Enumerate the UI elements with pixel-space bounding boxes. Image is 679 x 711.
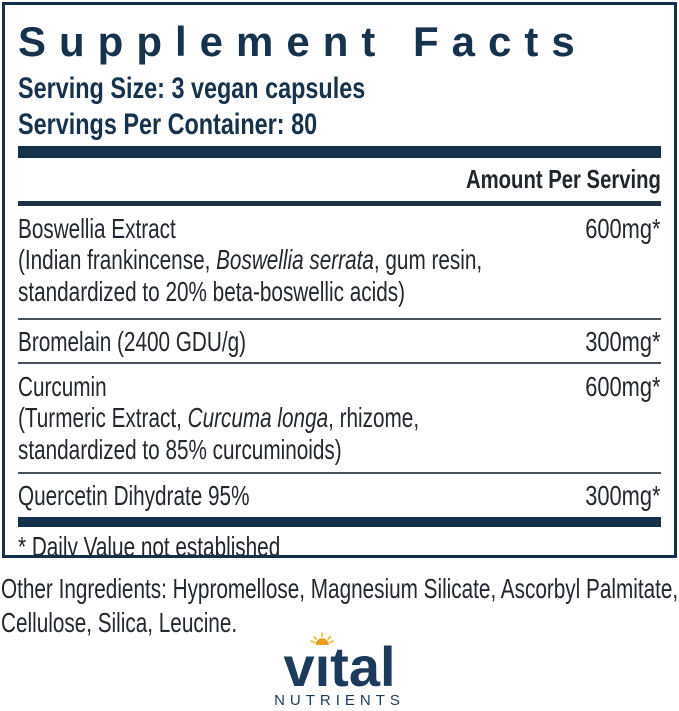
other-ingredients-text: Cellulose, Silica, Leucine. (1, 607, 238, 638)
wordmark-stem: ı (314, 635, 331, 698)
other-ingredients-line: Other Ingredients: Hypromellose, Magnesi… (1, 572, 679, 606)
detail-text-latin-name: Curcuma longa (187, 402, 329, 433)
wordmark-letter-v: v (283, 635, 315, 698)
panel-title: Supplement Facts (18, 18, 588, 65)
ingredient-amount: 300mg* (585, 326, 661, 357)
wordmark-letters-tal: tal (330, 635, 396, 698)
ingredient-name: Bromelain (2400 GDU/g) (18, 326, 247, 357)
ingredient-row-quercetin: Quercetin Dihydrate 95% 300mg* (18, 474, 661, 517)
ingredient-main-line: Boswellia Extract 600mg* (18, 214, 661, 244)
thick-rule-bottom (18, 517, 661, 527)
ingredient-detail-line: standardized to 20% beta-boswellic acids… (18, 276, 661, 308)
detail-text-normal: (Indian frankincense, (18, 244, 217, 275)
amount-per-serving-header: Amount Per Serving (466, 164, 661, 194)
serving-size-text: Serving Size: 3 vegan capsules (18, 72, 366, 105)
supplement-facts-panel: Supplement Facts Serving Size: 3 vegan c… (2, 2, 677, 558)
amount-header-row: Amount Per Serving (18, 164, 661, 194)
detail-text-normal: , gum resin, (373, 244, 483, 275)
ingredient-row-curcumin: Curcumin 600mg* (Turmeric Extract, Curcu… (18, 364, 661, 472)
header-rule (18, 201, 661, 206)
ingredient-detail-line: standardized to 85% curcuminoids) (18, 434, 661, 466)
ingredient-detail-text: (Turmeric Extract, Curcuma longa, rhizom… (18, 402, 419, 434)
ingredient-amount: 600mg* (585, 213, 661, 244)
brand-subtext: NUTRIENTS (274, 692, 405, 709)
other-ingredients: Other Ingredients: Hypromellose, Magnesi… (1, 572, 679, 640)
detail-text-normal: (Turmeric Extract, (18, 402, 188, 433)
ingredient-amount: 300mg* (585, 480, 661, 511)
serving-info: Serving Size: 3 vegan capsules Servings … (18, 71, 661, 143)
wordmark-letter-i: ı (310, 632, 335, 695)
brand-logo: v ıtal NUTRIENTS (0, 632, 679, 709)
ingredient-main-line: Curcumin 600mg* (18, 372, 661, 402)
ingredient-main-line: Bromelain (2400 GDU/g) 300mg* (18, 327, 661, 357)
row-divider (18, 472, 661, 474)
ingredient-detail-text: (Indian frankincense, Boswellia serrata,… (18, 244, 482, 276)
daily-value-footnote-text: * Daily Value not established (18, 531, 281, 558)
ingredient-amount: 600mg* (585, 371, 661, 402)
ingredient-detail-text: standardized to 20% beta-boswellic acids… (18, 276, 405, 307)
ingredient-row-boswellia: Boswellia Extract 600mg* (Indian frankin… (18, 206, 661, 318)
ingredient-name: Quercetin Dihydrate 95% (18, 480, 250, 511)
ingredient-name: Curcumin (18, 371, 107, 402)
detail-text-latin-name: Boswellia serrata (216, 244, 374, 275)
daily-value-footnote: * Daily Value not established (18, 531, 661, 558)
thick-rule-top (18, 146, 661, 158)
servings-per-container-line: Servings Per Container: 80 (18, 107, 661, 143)
other-ingredients-text: Other Ingredients: Hypromellose, Magnesi… (1, 573, 679, 604)
ingredient-detail-line: (Indian frankincense, Boswellia serrata,… (18, 244, 661, 276)
serving-size-line: Serving Size: 3 vegan capsules (18, 71, 661, 107)
ingredient-main-line: Quercetin Dihydrate 95% 300mg* (18, 481, 661, 511)
brand-wordmark: v ıtal (283, 632, 396, 695)
ingredient-row-bromelain: Bromelain (2400 GDU/g) 300mg* (18, 320, 661, 362)
ingredient-detail-line: (Turmeric Extract, Curcuma longa, rhizom… (18, 402, 661, 434)
detail-text-normal: , rhizome, (328, 402, 420, 433)
ingredient-name: Boswellia Extract (18, 213, 176, 244)
row-divider (18, 318, 661, 320)
row-divider (18, 362, 661, 364)
other-ingredients-line: Cellulose, Silica, Leucine. (1, 606, 679, 640)
servings-per-container-text: Servings Per Container: 80 (18, 108, 318, 141)
ingredient-detail-text: standardized to 85% curcuminoids) (18, 434, 342, 465)
sun-icon (310, 632, 335, 645)
